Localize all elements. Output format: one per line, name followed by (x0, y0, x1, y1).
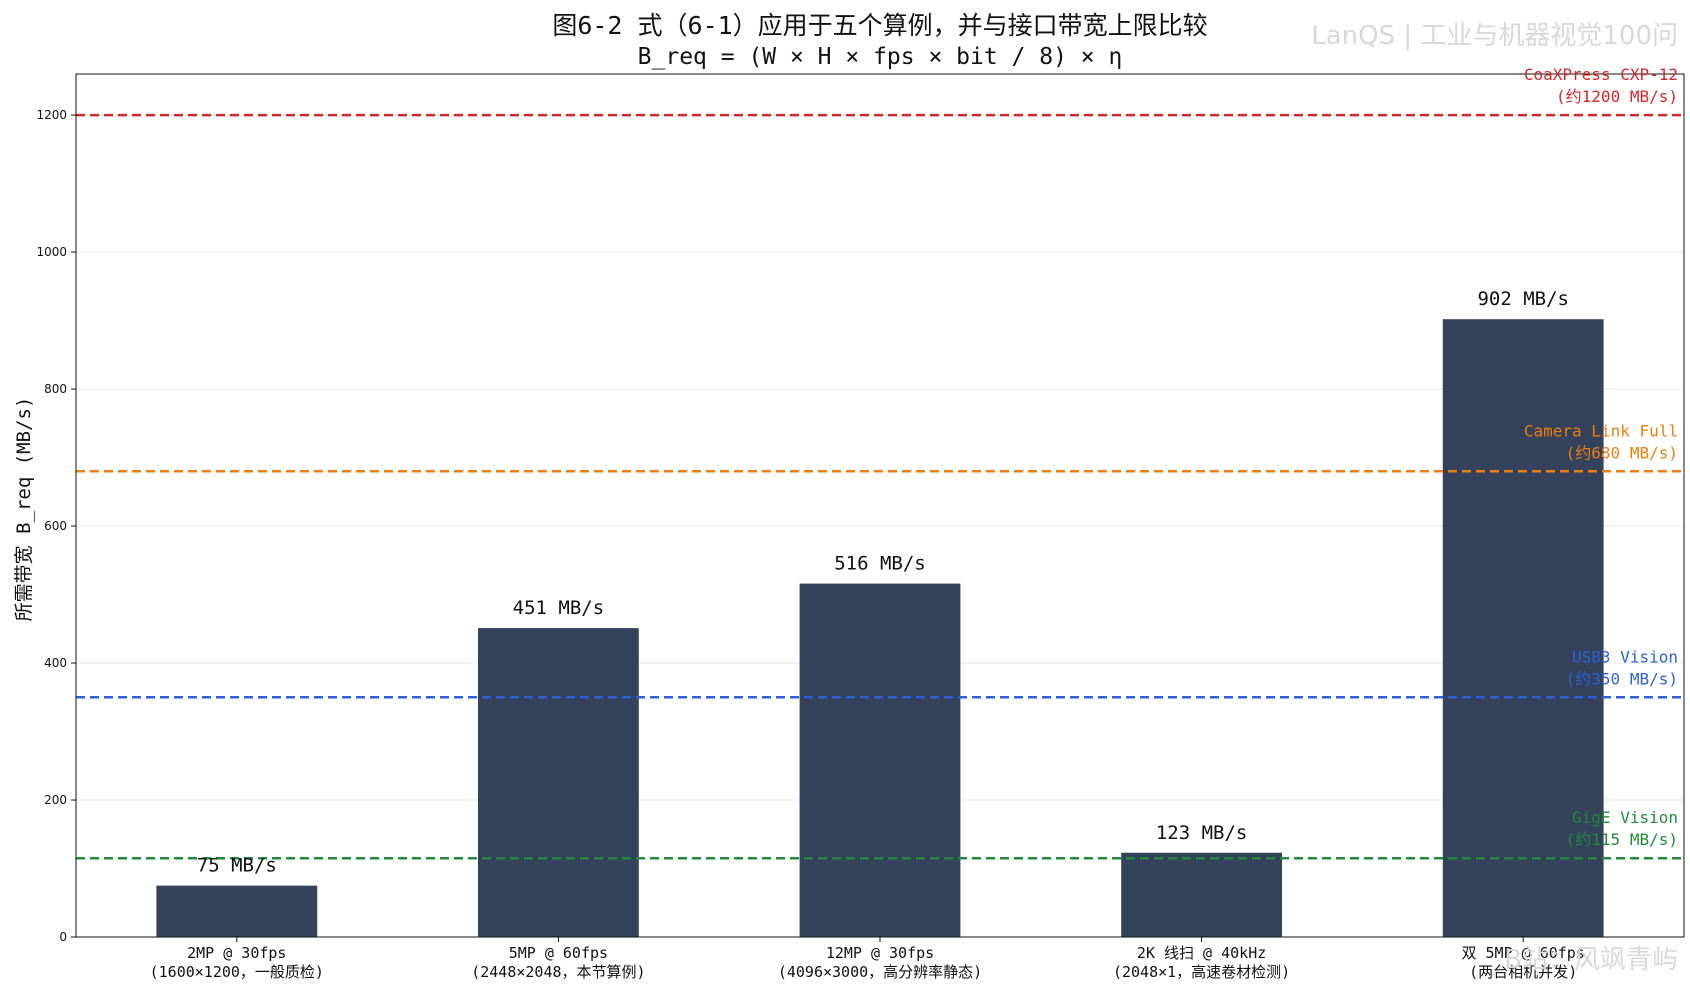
y-tick-label: 1000 (36, 245, 67, 259)
y-tick-label: 600 (44, 519, 67, 533)
reference-line-name: Camera Link Full (1524, 421, 1678, 440)
bar (478, 628, 639, 937)
bar (799, 583, 961, 937)
chart-title: 图6-2 式（6-1）应用于五个算例，并与接口带宽上限比较 (552, 11, 1207, 40)
reference-line-note: (约680 MB/s) (1566, 443, 1678, 462)
x-tick-label-detail: (1600×1200，一般质检) (150, 963, 324, 981)
x-tick-label: 双 5MP @ 60fps (1462, 944, 1585, 962)
bars (156, 319, 1604, 937)
watermark-bottom: B站：风飒青屿 (1504, 945, 1678, 975)
x-tick-label: 12MP @ 30fps (826, 944, 934, 962)
reference-line-name: GigE Vision (1572, 808, 1678, 827)
x-tick-label: 2K 线扫 @ 40kHz (1137, 944, 1266, 962)
x-tick-label: 5MP @ 60fps (509, 944, 608, 962)
y-tick-label: 200 (44, 793, 67, 807)
reference-labels: CoaXPress CXP-12 (约1200 MB/s) Camera Link … (1524, 65, 1678, 849)
reference-lines (76, 113, 1684, 860)
x-axis: 2MP @ 30fps(1600×1200，一般质检)5MP @ 60fps(2… (150, 937, 1585, 981)
y-tick-label: 400 (44, 656, 67, 670)
reference-line-note: (约350 MB/s) (1566, 669, 1678, 688)
bar (1442, 319, 1604, 937)
reference-line-name: CoaXPress CXP-12 (1524, 65, 1678, 84)
x-tick-label: 2MP @ 30fps (187, 944, 286, 962)
y-tick-label: 1200 (36, 108, 67, 122)
data-label: 451 MB/s (513, 597, 605, 619)
y-axis: 0 200 400 600 800 1000 1200 (36, 108, 76, 944)
reference-line-note: (约115 MB/s) (1566, 830, 1678, 849)
x-tick-label-detail: (2048×1，高速卷材检测) (1113, 963, 1290, 981)
x-tick-label-detail: (4096×3000，高分辨率静态) (778, 963, 982, 981)
data-labels: 75 MB/s 451 MB/s 516 MB/s 123 MB/s 902 MB/s (197, 288, 1569, 876)
watermark-top: LanQS | 工业与机器视觉100问 (1311, 21, 1678, 51)
data-label: 902 MB/s (1477, 288, 1569, 310)
x-tick-label-detail: (2448×2048，本节算例) (471, 963, 645, 981)
reference-line-note: (约1200 MB/s) (1556, 87, 1678, 106)
data-label: 123 MB/s (1156, 822, 1248, 844)
data-label: 516 MB/s (834, 553, 926, 575)
reference-line-name: USB3 Vision (1572, 647, 1678, 666)
x-tick-label-detail: (两台相机并发) (1469, 963, 1577, 981)
y-tick-label: 0 (59, 930, 67, 944)
bar (1121, 852, 1282, 937)
chart-subtitle: B_req = (W × H × fps × bit / 8) × η (638, 44, 1123, 70)
y-tick-label: 800 (44, 382, 67, 396)
y-axis-label: 所需带宽 B_req (MB/s) (13, 397, 35, 622)
bar (156, 885, 318, 937)
data-label: 75 MB/s (197, 855, 277, 877)
